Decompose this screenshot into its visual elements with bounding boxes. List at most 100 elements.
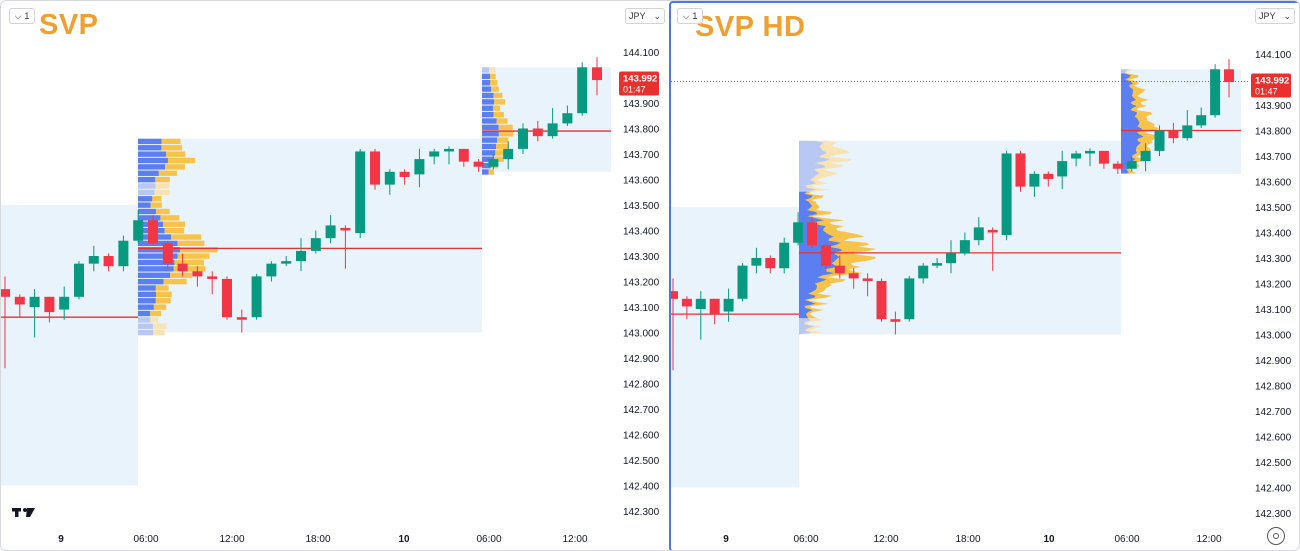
last-price-tag bbox=[619, 71, 659, 96]
candle-body bbox=[765, 258, 776, 269]
x-tick-label: 12:00 bbox=[873, 534, 898, 545]
svp-chart-canvas[interactable]: 144.100144.000143.900143.800143.700143.6… bbox=[1, 1, 669, 551]
candle-body bbox=[14, 296, 25, 305]
profile-up-bar bbox=[138, 247, 181, 253]
candle-body bbox=[458, 148, 469, 162]
candle-body bbox=[370, 151, 380, 185]
profile-down-bar bbox=[161, 145, 183, 151]
candle-body bbox=[1126, 161, 1137, 169]
logo-wedge bbox=[26, 508, 35, 517]
profile-down-bar bbox=[155, 208, 170, 215]
profile-down-bar bbox=[490, 80, 498, 86]
candle-body bbox=[444, 148, 454, 152]
candle-body bbox=[709, 298, 720, 315]
last-price-tag bbox=[1251, 73, 1291, 98]
profile-up-bar bbox=[138, 151, 167, 157]
profile-down-bar bbox=[494, 99, 506, 105]
profile-up-bar bbox=[138, 304, 154, 310]
chevron-down-icon: ⌄ bbox=[1283, 10, 1291, 21]
y-tick-label: 143.100 bbox=[1255, 305, 1292, 316]
candle-body bbox=[44, 296, 55, 313]
candle-body bbox=[296, 250, 306, 262]
candle-body bbox=[1001, 153, 1012, 236]
profile-up-bar bbox=[482, 111, 494, 118]
svp-hd-chart-canvas[interactable]: 144.100144.000143.900143.800143.700143.6… bbox=[671, 3, 1299, 550]
profile-up-bar bbox=[482, 143, 497, 150]
candle-body bbox=[429, 151, 440, 157]
y-tick-label: 143.600 bbox=[623, 176, 660, 187]
x-tick-label: 06:00 bbox=[133, 534, 158, 545]
profile-down-bar bbox=[488, 169, 494, 175]
candle-body bbox=[547, 123, 558, 137]
svp-hd-chart-pane[interactable]: 144.100144.000143.900143.800143.700143.6… bbox=[669, 1, 1299, 550]
profile-down-bar bbox=[173, 266, 206, 272]
candle-body bbox=[103, 256, 114, 267]
candle-body bbox=[118, 240, 129, 267]
y-tick-label: 142.300 bbox=[1255, 509, 1292, 520]
profile-up-bar bbox=[138, 317, 151, 323]
profile-up-bar bbox=[138, 145, 162, 151]
profile-range-box bbox=[671, 207, 799, 488]
profile-up-bar bbox=[138, 176, 156, 183]
y-tick-label: 142.900 bbox=[623, 354, 660, 365]
profile-down-bar bbox=[150, 202, 162, 208]
candle-body bbox=[820, 245, 831, 266]
profile-up-bar bbox=[138, 266, 174, 272]
y-tick-label: 142.700 bbox=[1255, 407, 1292, 418]
y-tick-label: 142.600 bbox=[623, 431, 660, 442]
profile-up-bar bbox=[138, 323, 153, 329]
profile-down-bar bbox=[150, 310, 162, 317]
candle-body bbox=[503, 148, 514, 160]
x-tick-label: 9 bbox=[723, 534, 729, 545]
interval-dropdown[interactable]: ⌵ 1 bbox=[9, 8, 35, 24]
profile-down-bar bbox=[495, 150, 505, 156]
candle-body bbox=[904, 278, 915, 320]
candle-body bbox=[1196, 115, 1207, 126]
candle-body bbox=[751, 258, 762, 266]
x-tick-label: 12:00 bbox=[562, 534, 587, 545]
svp-chart-pane[interactable]: 144.100144.000143.900143.800143.700143.6… bbox=[1, 1, 669, 551]
currency-dropdown[interactable]: JPY ⌄ bbox=[1255, 8, 1295, 24]
y-tick-label: 143.200 bbox=[1255, 280, 1292, 291]
candle-body bbox=[1140, 150, 1151, 162]
candle-body bbox=[932, 263, 943, 266]
y-tick-label: 143.400 bbox=[1255, 229, 1292, 240]
candle-body bbox=[1182, 125, 1193, 139]
candle-body bbox=[1210, 69, 1221, 116]
settings-icon[interactable] bbox=[1267, 527, 1285, 545]
profile-up-bar bbox=[482, 86, 492, 92]
chevron-down-icon: ⌵ bbox=[682, 10, 690, 21]
x-tick-label: 06:00 bbox=[793, 534, 818, 545]
candle-body bbox=[414, 159, 425, 175]
profile-up-bar bbox=[138, 189, 155, 196]
candle-body bbox=[236, 317, 247, 320]
profile-down-bar bbox=[155, 298, 171, 304]
candle-body bbox=[807, 222, 817, 246]
candle-body bbox=[779, 242, 790, 269]
candle-body bbox=[192, 271, 203, 277]
currency-label: JPY bbox=[629, 11, 646, 21]
currency-label: JPY bbox=[1259, 11, 1276, 21]
y-tick-label: 143.900 bbox=[623, 99, 660, 110]
profile-down-bar bbox=[161, 138, 181, 145]
profile-down-bar bbox=[167, 157, 196, 164]
interval-dropdown[interactable]: ⌵ 1 bbox=[677, 8, 703, 24]
candle-body bbox=[148, 220, 158, 244]
profile-down-bar bbox=[498, 124, 513, 131]
profile-up-bar bbox=[138, 183, 156, 189]
candle-body bbox=[1168, 130, 1179, 139]
profile-up-bar bbox=[482, 118, 497, 124]
profile-value-area-down bbox=[799, 191, 877, 319]
y-tick-label: 143.700 bbox=[1255, 152, 1292, 163]
candle-body bbox=[177, 263, 188, 272]
profile-down-bar bbox=[154, 189, 170, 196]
profile-down-bar bbox=[177, 253, 210, 259]
candle-body bbox=[1015, 153, 1026, 187]
profile-up-bar bbox=[482, 67, 490, 73]
candle-body bbox=[876, 280, 887, 320]
y-tick-label: 143.300 bbox=[623, 252, 660, 263]
candle-body bbox=[695, 298, 706, 309]
currency-dropdown[interactable]: JPY ⌄ bbox=[625, 8, 665, 24]
y-tick-label: 143.000 bbox=[623, 329, 660, 340]
y-tick-label: 142.400 bbox=[623, 482, 660, 493]
